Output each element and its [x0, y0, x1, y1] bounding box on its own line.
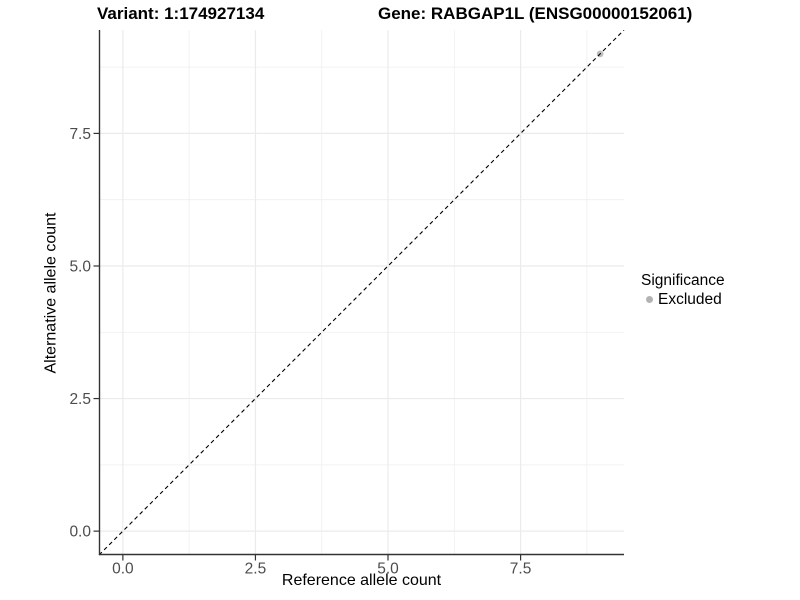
legend-item-excluded: Excluded [641, 290, 725, 309]
x-tick-label: 2.5 [245, 561, 267, 577]
plot-panel: 0.0 2.5 5.0 7.5 0.0 2.5 5.0 7.5 [69, 30, 625, 577]
x-axis-title: Reference allele count [281, 572, 442, 589]
legend-key-box [641, 291, 658, 308]
x-tick-label: 5.0 [377, 561, 399, 577]
legend: Significance Excluded [641, 271, 725, 309]
y-tick-label: 7.5 [69, 126, 91, 143]
legend-title: Significance [641, 272, 725, 289]
y-tick-label: 2.5 [69, 391, 91, 408]
variant-title: Variant: 1:174927134 [97, 4, 265, 23]
y-axis-title-wrap: Alternative allele count [40, 30, 62, 555]
identity-line [98, 30, 625, 556]
gene-title: Gene: RABGAP1L (ENSG00000152061) [378, 4, 693, 23]
y-tick-label: 0.0 [69, 524, 91, 541]
excluded-point-icon [646, 296, 653, 303]
y-tick-label: 5.0 [69, 258, 91, 275]
x-tick-label: 7.5 [510, 561, 532, 577]
y-axis-title: Alternative allele count [42, 212, 60, 373]
legend-item-label: Excluded [658, 291, 722, 308]
x-tick-label: 0.0 [112, 561, 134, 577]
